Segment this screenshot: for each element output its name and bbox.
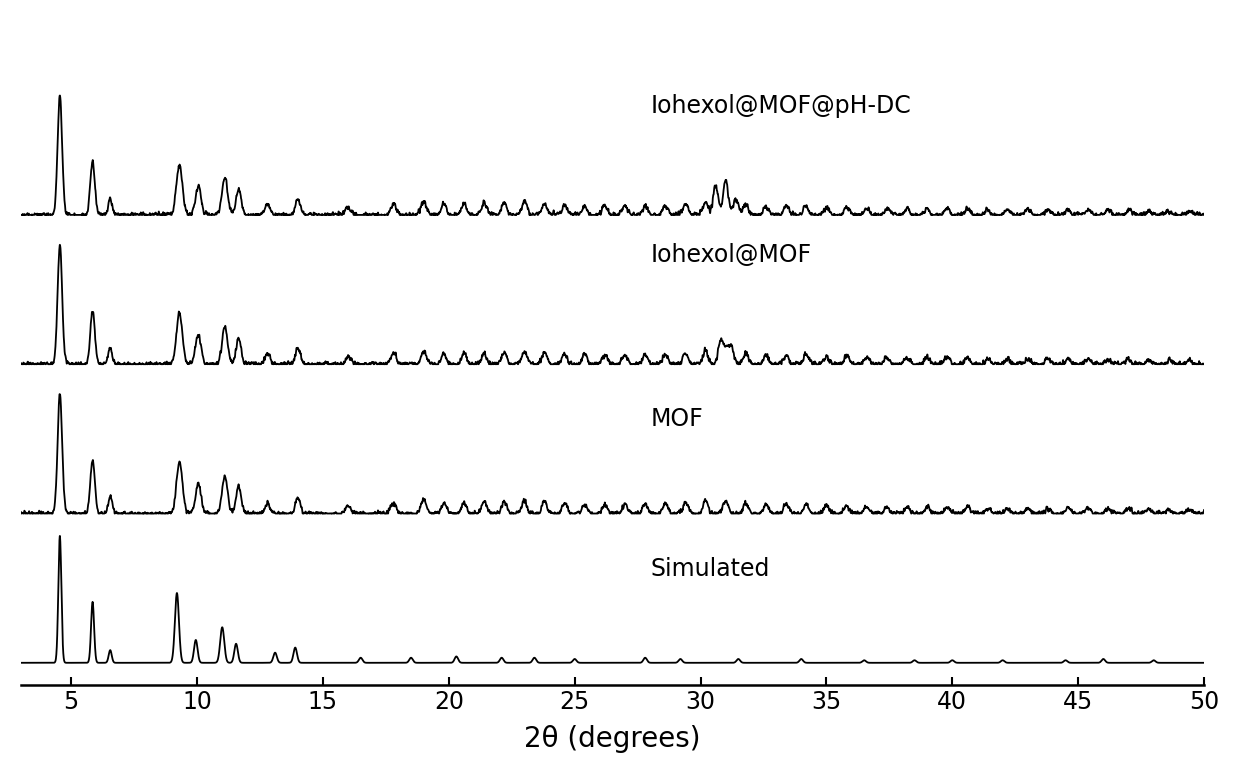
Text: Iohexol@MOF@pH-DC: Iohexol@MOF@pH-DC	[650, 94, 911, 118]
X-axis label: 2θ (degrees): 2θ (degrees)	[525, 725, 701, 753]
Text: MOF: MOF	[650, 407, 703, 431]
Text: Simulated: Simulated	[650, 557, 770, 580]
Text: Iohexol@MOF: Iohexol@MOF	[650, 243, 811, 267]
